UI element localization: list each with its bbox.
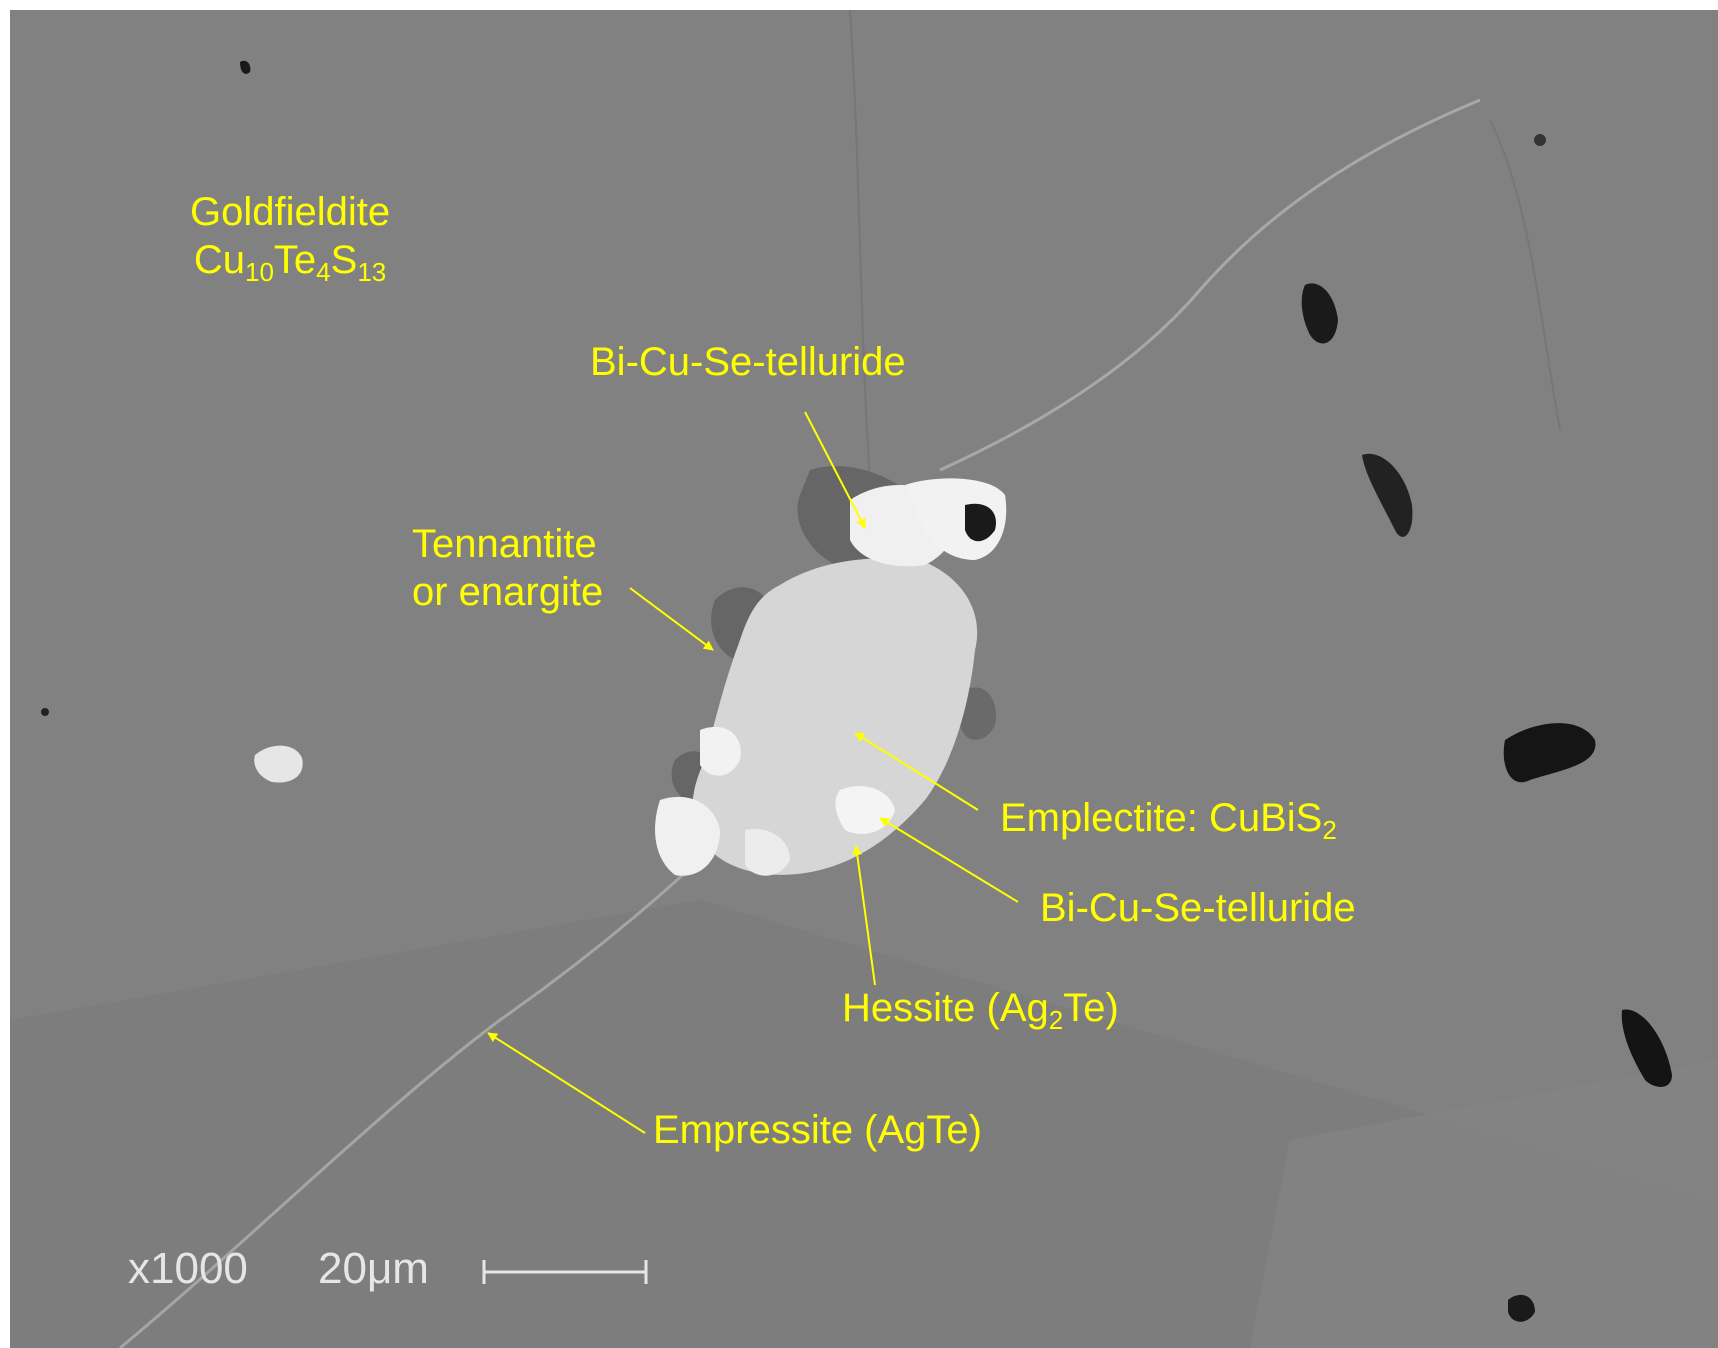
pore — [1362, 453, 1413, 537]
formula-part: Te — [273, 238, 317, 282]
fracture-crack — [1489, 119, 1561, 431]
hessite-text: Te) — [1063, 986, 1119, 1030]
hessite-label: Hessite (Ag2Te) — [842, 984, 1119, 1035]
arrow-hessite — [852, 845, 876, 986]
formula-part: S — [330, 238, 358, 282]
bi-cu-se-telluride-top-label: Bi-Cu-Se-telluride — [590, 340, 906, 384]
pore — [1534, 134, 1546, 146]
pore — [240, 60, 251, 74]
matrix-zoning — [1250, 1060, 1718, 1348]
goldfieldite-formula: Cu10Te4S13 — [190, 236, 390, 287]
fracture-vein — [119, 828, 732, 1348]
arrow-tennantite — [629, 587, 714, 651]
empressite-label: Empressite (AgTe) — [653, 1108, 982, 1152]
hessite-grain — [700, 726, 741, 776]
scale-length-label: 20μm — [318, 1244, 429, 1293]
emplectite-text: Emplectite: CuBiS — [1000, 796, 1323, 840]
formula-part: Cu — [193, 238, 245, 282]
arrow-bi-cu-se-telluride-top — [804, 411, 866, 529]
tennantite-label: Tennantite or enargite — [412, 520, 603, 616]
formula-subscript: 2 — [1048, 1005, 1064, 1035]
pore — [1621, 1009, 1672, 1087]
hessite-text: Hessite (Ag — [842, 986, 1049, 1030]
goldfieldite-label: Goldfieldite Cu10Te4S13 — [190, 188, 391, 287]
arrow-emplectite — [854, 732, 979, 811]
formula-subscript: 4 — [316, 257, 331, 287]
tennantite-line1: Tennantite — [412, 522, 597, 566]
arrow-bi-cu-se-telluride-bottom — [879, 817, 1019, 903]
bi-cu-se-telluride-bottom-label: Bi-Cu-Se-telluride — [1040, 886, 1356, 930]
scale-bar — [482, 1260, 648, 1284]
formula-subscript: 10 — [245, 257, 274, 287]
pore — [41, 708, 49, 716]
fracture-crack — [849, 9, 871, 481]
formula-subscript: 13 — [357, 257, 387, 287]
tennantite-line2: or enargite — [412, 570, 604, 614]
pore — [1301, 283, 1338, 344]
fracture-vein — [939, 98, 1481, 472]
hessite-grain — [745, 829, 790, 876]
goldfieldite-name: Goldfieldite — [190, 190, 391, 234]
pore — [1503, 723, 1596, 783]
emplectite-grain — [692, 558, 978, 875]
pore — [965, 503, 996, 542]
emplectite-label: Emplectite: CuBiS2 — [1000, 794, 1337, 845]
arrow-empressite — [487, 1032, 646, 1134]
tennantite-rim — [960, 687, 996, 740]
formula-subscript: 2 — [1322, 815, 1337, 845]
pore — [1508, 1294, 1535, 1322]
bright-inclusion — [254, 745, 303, 783]
hessite-grain — [655, 796, 720, 876]
magnification-label: x1000 — [128, 1244, 248, 1293]
